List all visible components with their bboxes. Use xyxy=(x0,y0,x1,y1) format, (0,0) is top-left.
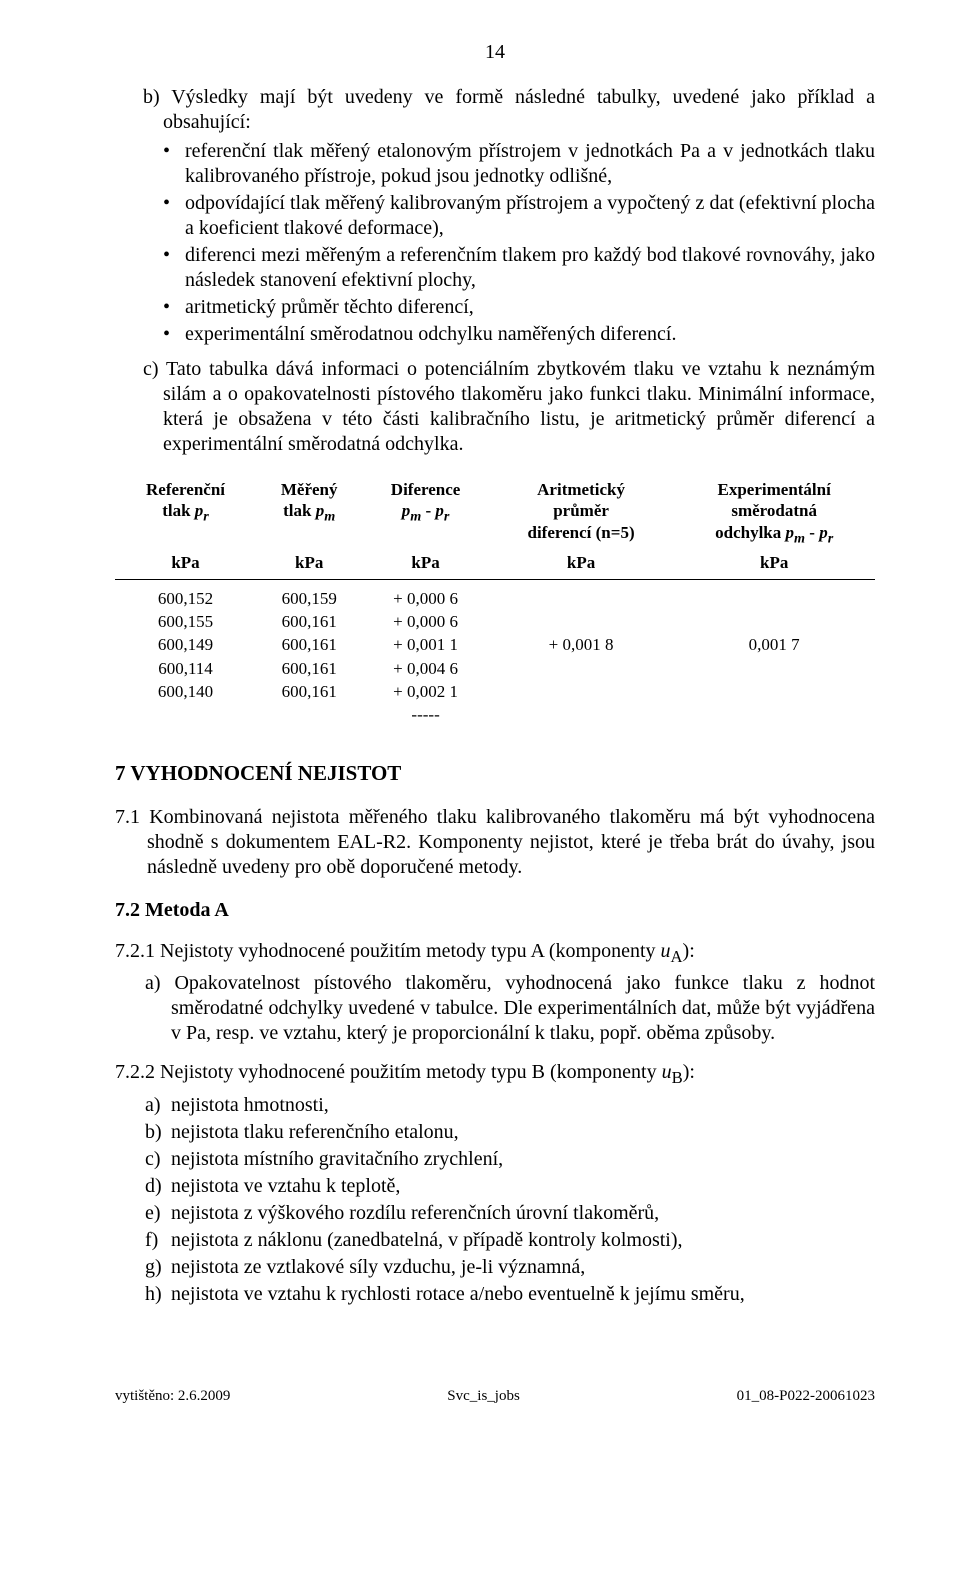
bullet-item: referenční tlak měřený etalonovým přístr… xyxy=(163,139,875,189)
para-b-lead: b) Výsledky mají být uvedeny ve formě ná… xyxy=(143,85,875,135)
bullet-item: aritmetický průměr těchto diferencí, xyxy=(163,295,875,320)
table-row: ----- xyxy=(115,703,875,726)
list-item: c)nejistota místního gravitačního zrychl… xyxy=(145,1147,875,1172)
table-row: 600,140600,161+ 0,002 1 xyxy=(115,680,875,703)
th-unit: kPa xyxy=(489,550,674,580)
bullet-list: referenční tlak měřený etalonovým přístr… xyxy=(163,139,875,347)
list-item: h)nejistota ve vztahu k rychlosti rotace… xyxy=(145,1282,875,1307)
section-7-2-heading: 7.2 Metoda A xyxy=(115,898,875,923)
para-c: c) Tato tabulka dává informaci o potenci… xyxy=(143,357,875,457)
th-unit: kPa xyxy=(256,550,362,580)
list-item: a)nejistota hmotnosti, xyxy=(145,1093,875,1118)
th-diff: Diference pm - pr xyxy=(362,477,488,550)
bullet-item: diferenci mezi měřeným a referenčním tla… xyxy=(163,243,875,293)
page-number: 14 xyxy=(115,40,875,65)
th-meas: Měřený tlak pm xyxy=(256,477,362,550)
th-ref: Referenční tlak pr xyxy=(115,477,256,550)
table-row: 600,155600,161+ 0,000 6 xyxy=(115,610,875,633)
list-item: e)nejistota z výškového rozdílu referenč… xyxy=(145,1201,875,1226)
list-7-2-2: a)nejistota hmotnosti, b)nejistota tlaku… xyxy=(145,1093,875,1307)
footer-center: Svc_is_jobs xyxy=(447,1387,520,1406)
page-footer: vytištěno: 2.6.2009 Svc_is_jobs 01_08-P0… xyxy=(115,1387,875,1406)
th-mean: Aritmetický průměr diferencí (n=5) xyxy=(489,477,674,550)
para-7-2-2: 7.2.2 Nejistoty vyhodnocené použitím met… xyxy=(115,1060,875,1089)
para-7-2-1: 7.2.1 Nejistoty vyhodnocené použitím met… xyxy=(115,939,875,968)
list-item: f)nejistota z náklonu (zanedbatelná, v p… xyxy=(145,1228,875,1253)
footer-left: vytištěno: 2.6.2009 xyxy=(115,1387,230,1406)
para-7-1: 7.1 Kombinovaná nejistota měřeného tlaku… xyxy=(147,805,875,880)
list-item: d)nejistota ve vztahu k teplotě, xyxy=(145,1174,875,1199)
bullet-item: odpovídající tlak měřený kalibrovaným př… xyxy=(163,191,875,241)
table-row: 600,152600,159+ 0,000 6 xyxy=(115,579,875,610)
bullet-item: experimentální směrodatnou odchylku namě… xyxy=(163,322,875,347)
th-unit: kPa xyxy=(673,550,875,580)
th-unit: kPa xyxy=(362,550,488,580)
th-stddev: Experimentální směrodatná odchylka pm - … xyxy=(673,477,875,550)
item-7-2-1-a: a) Opakovatelnost pístového tlakoměru, v… xyxy=(145,971,875,1046)
footer-right: 01_08-P022-20061023 xyxy=(737,1387,875,1406)
table-row: 600,114600,161+ 0,004 6 xyxy=(115,657,875,680)
th-unit: kPa xyxy=(115,550,256,580)
results-table: Referenční tlak pr Měřený tlak pm Difere… xyxy=(115,477,875,726)
list-item: g)nejistota ze vztlakové síly vzduchu, j… xyxy=(145,1255,875,1280)
table-row: 600,149600,161+ 0,001 1+ 0,001 80,001 7 xyxy=(115,633,875,656)
section-7-heading: 7 VYHODNOCENÍ NEJISTOT xyxy=(115,760,875,786)
list-item: b)nejistota tlaku referenčního etalonu, xyxy=(145,1120,875,1145)
